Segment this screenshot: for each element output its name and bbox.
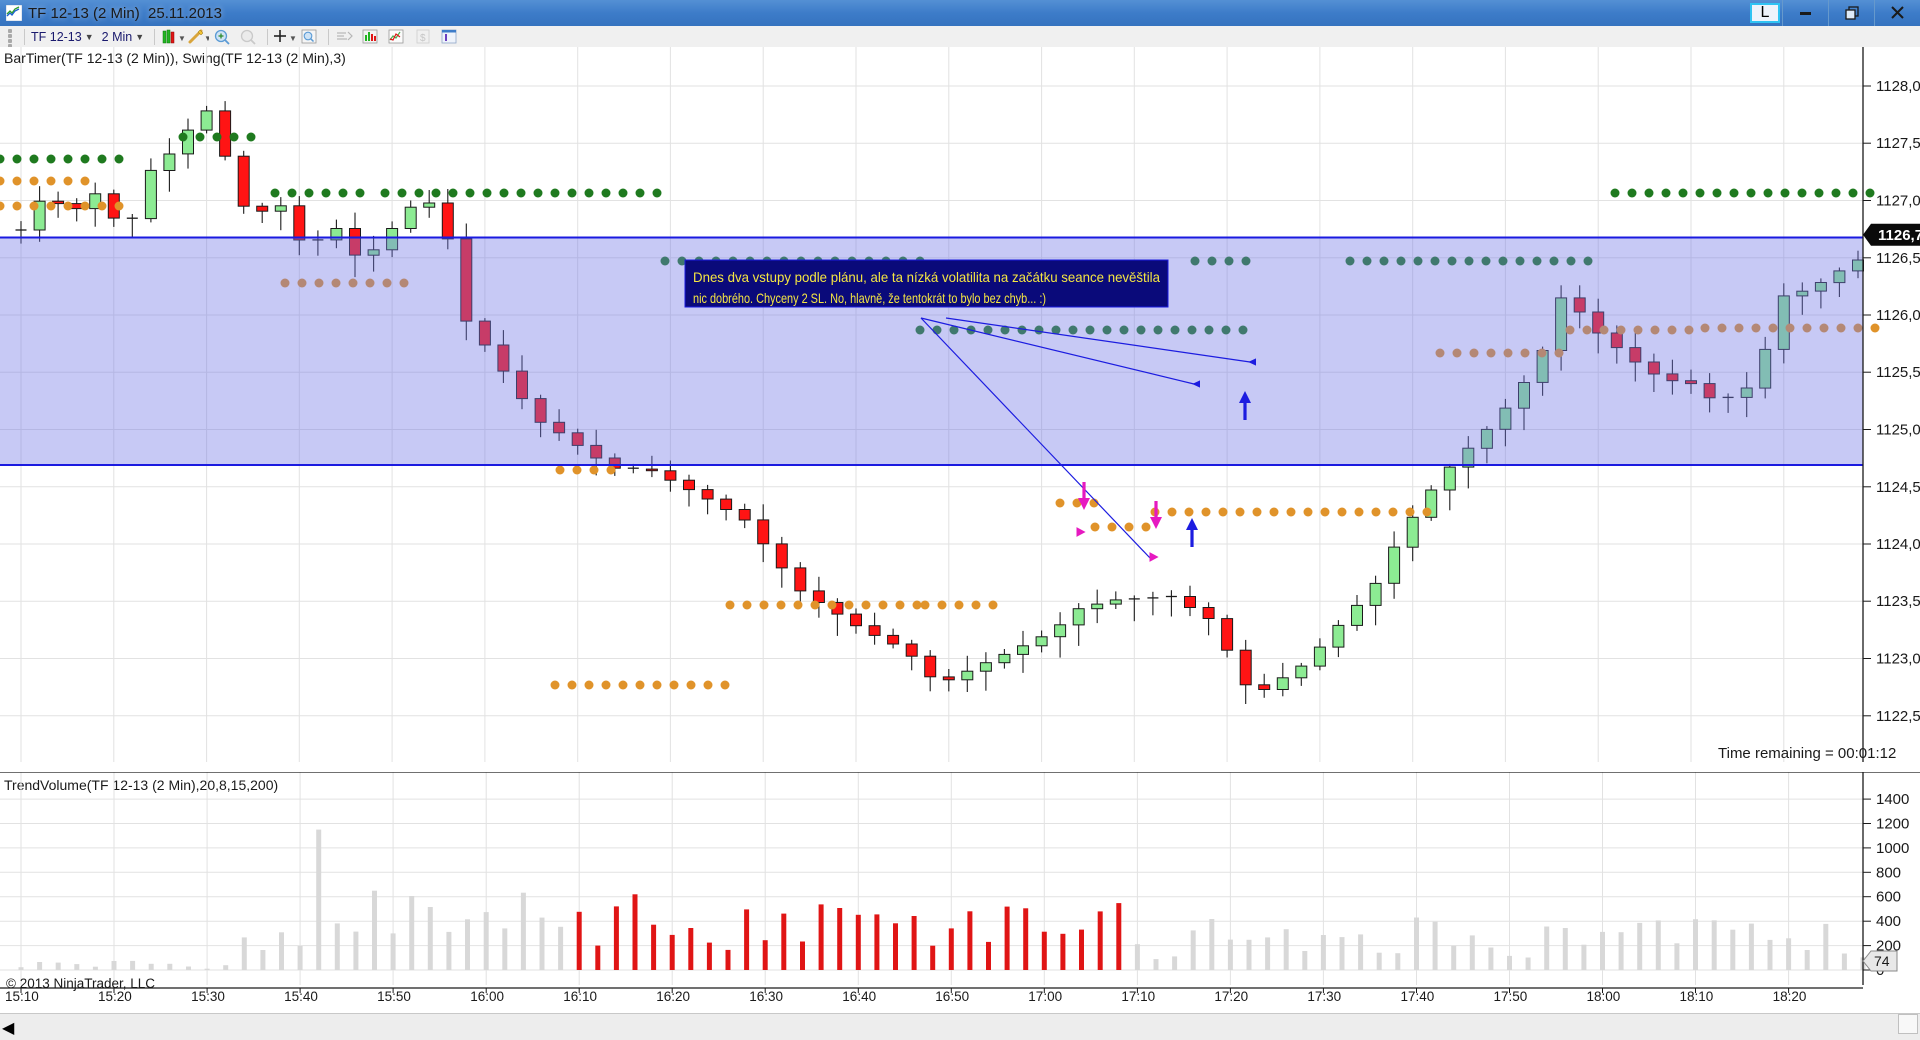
svg-text:17:50: 17:50 [1494, 989, 1528, 1001]
svg-text:1123,5: 1123,5 [1876, 593, 1920, 610]
svg-text:Dnes dva vstupy podle plánu, a: Dnes dva vstupy podle plánu, ale ta nízk… [693, 269, 1160, 285]
svg-text:15:30: 15:30 [191, 989, 225, 1001]
svg-text:1200: 1200 [1876, 816, 1909, 833]
svg-text:1400: 1400 [1876, 791, 1909, 808]
svg-text:Time remaining = 00:01:12: Time remaining = 00:01:12 [1718, 745, 1896, 762]
svg-text:nic dobrého. Chyceny 2 SL. No,: nic dobrého. Chyceny 2 SL. No, hlavně, ž… [693, 290, 1046, 306]
svg-text:17:30: 17:30 [1307, 989, 1341, 1001]
svg-text:$: $ [420, 33, 426, 44]
svg-text:17:00: 17:00 [1028, 989, 1062, 1001]
svg-text:1127,5: 1127,5 [1876, 135, 1920, 152]
svg-text:18:10: 18:10 [1680, 989, 1714, 1001]
svg-text:1126,0: 1126,0 [1876, 307, 1920, 324]
svg-text:1128,0: 1128,0 [1876, 78, 1920, 95]
svg-text:▼: ▼ [289, 34, 297, 43]
svg-text:1124,5: 1124,5 [1876, 479, 1920, 496]
svg-text:800: 800 [1876, 864, 1901, 881]
svg-text:1123,0: 1123,0 [1876, 651, 1920, 668]
svg-text:74: 74 [1874, 953, 1890, 969]
svg-text:1122,5: 1122,5 [1876, 708, 1920, 725]
svg-text:17:10: 17:10 [1121, 989, 1155, 1001]
svg-text:1126,7: 1126,7 [1878, 227, 1920, 244]
svg-text:1124,0: 1124,0 [1876, 536, 1920, 553]
svg-text:16:10: 16:10 [563, 989, 597, 1001]
svg-text:18:00: 18:00 [1587, 989, 1621, 1001]
svg-text:15:40: 15:40 [284, 989, 318, 1001]
svg-text:600: 600 [1876, 889, 1901, 906]
svg-text:17:40: 17:40 [1401, 989, 1435, 1001]
svg-text:1127,0: 1127,0 [1876, 193, 1920, 210]
svg-text:400: 400 [1876, 913, 1901, 930]
svg-text:16:20: 16:20 [656, 989, 690, 1001]
svg-text:1125,0: 1125,0 [1876, 422, 1920, 439]
svg-text:16:00: 16:00 [470, 989, 504, 1001]
svg-text:1125,5: 1125,5 [1876, 364, 1920, 381]
svg-text:16:30: 16:30 [749, 989, 783, 1001]
svg-text:▼: ▼ [204, 34, 209, 43]
svg-text:17:20: 17:20 [1214, 989, 1248, 1001]
svg-text:16:40: 16:40 [842, 989, 876, 1001]
svg-text:15:50: 15:50 [377, 989, 411, 1001]
svg-text:1126,5: 1126,5 [1876, 250, 1920, 267]
svg-text:18:20: 18:20 [1773, 989, 1807, 1001]
svg-text:1000: 1000 [1876, 840, 1909, 857]
svg-text:▼: ▼ [178, 34, 185, 43]
svg-text:16:50: 16:50 [935, 989, 969, 1001]
